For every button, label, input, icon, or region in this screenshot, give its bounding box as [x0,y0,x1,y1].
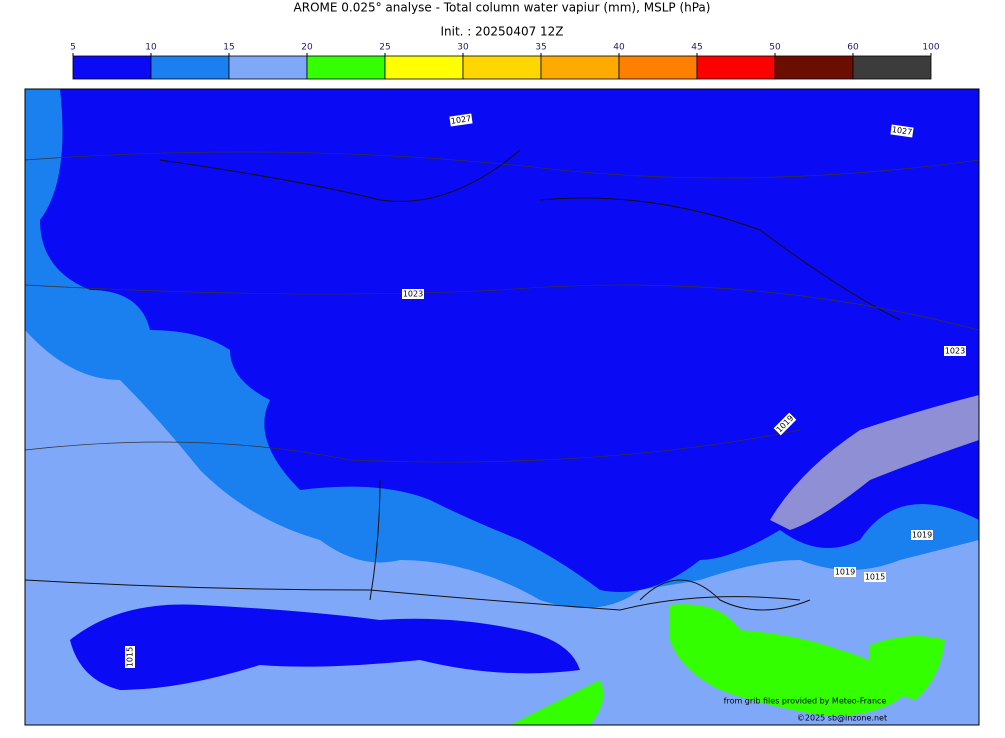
isobar-label: 1015 [864,572,886,582]
colorbar-swatch [228,55,308,80]
colorbar-swatch [774,55,854,80]
isobar-label-box [911,530,933,540]
colorbar-swatch [540,55,620,80]
isobar-label-text: 1019 [835,568,855,577]
colorbar-swatch [306,55,386,80]
colorbar-tick-label: 25 [379,43,390,53]
colorbar-tick-label: 60 [847,43,859,53]
isobar-label: 1015 [125,646,135,668]
colorbar-swatch [618,55,698,80]
isobar-label: 1027 [890,124,914,138]
isobar-label-box [125,646,135,668]
isobar-label-box [834,567,856,577]
isobar-label: 1027 [449,113,473,127]
map-frame [24,88,980,726]
colorbar-tick-label: 20 [301,43,313,53]
isobar-label-text: 1015 [865,573,885,582]
isobar [25,151,979,463]
isobar-label-text: 1015 [126,647,135,667]
colorbar-tick-label: 30 [457,43,469,53]
colorbar-tick-label: 100 [922,43,939,53]
colorbar-swatch [852,55,932,80]
isobar-label-text: 1023 [403,290,423,299]
alps-band [770,395,979,530]
isobar-label: 1023 [402,289,424,299]
isobar-label-box [449,113,473,127]
colorbar-tick-label: 50 [769,43,781,53]
isobar-label-text: 1027 [450,114,471,126]
isobar-label-box [864,572,886,582]
colorbar-swatch [384,55,464,80]
isobar-label-text: 1019 [912,531,932,540]
isobar-label: 1023 [944,346,966,356]
isobar-label-text: 1027 [891,125,912,137]
isobar-label: 1019 [834,567,856,577]
colorbar: 5 10 15 20 25 30 35 40 45 50 60 100 [70,43,940,80]
coastline [25,149,901,611]
colorbar-tick-label: 5 [70,43,76,53]
colorbar-swatch [696,55,776,80]
colorbar-tick-label: 35 [535,43,546,53]
green-region [510,680,604,725]
isobar-label: 1019 [911,530,933,540]
green-region [670,604,910,716]
colorbar-swatch [72,55,152,80]
isobar-label-text: 1023 [945,347,965,356]
isobar-label-box [773,412,797,436]
colorbar-swatch [150,55,230,80]
green-region [870,636,945,700]
credit: ©2025 sb@inzone.net [797,714,887,723]
title: AROME 0.025° analyse - Total column wate… [294,1,711,15]
colorbar-tick-label: 10 [145,43,157,53]
colorbar-tick-label: 15 [223,43,234,53]
isobar-label-box [944,346,966,356]
init-time: Init. : 20250407 12Z [440,25,563,39]
isobar-label-box [890,124,914,138]
colorbar-tick-label: 40 [613,43,625,53]
dark-region [40,89,979,592]
isobar-label-box [402,289,424,299]
credit: from grib files provided by Meteo-France [724,697,887,706]
dark-region-south [70,604,580,690]
colorbar-swatch [462,55,542,80]
colorbar-tick-label: 45 [691,43,702,53]
